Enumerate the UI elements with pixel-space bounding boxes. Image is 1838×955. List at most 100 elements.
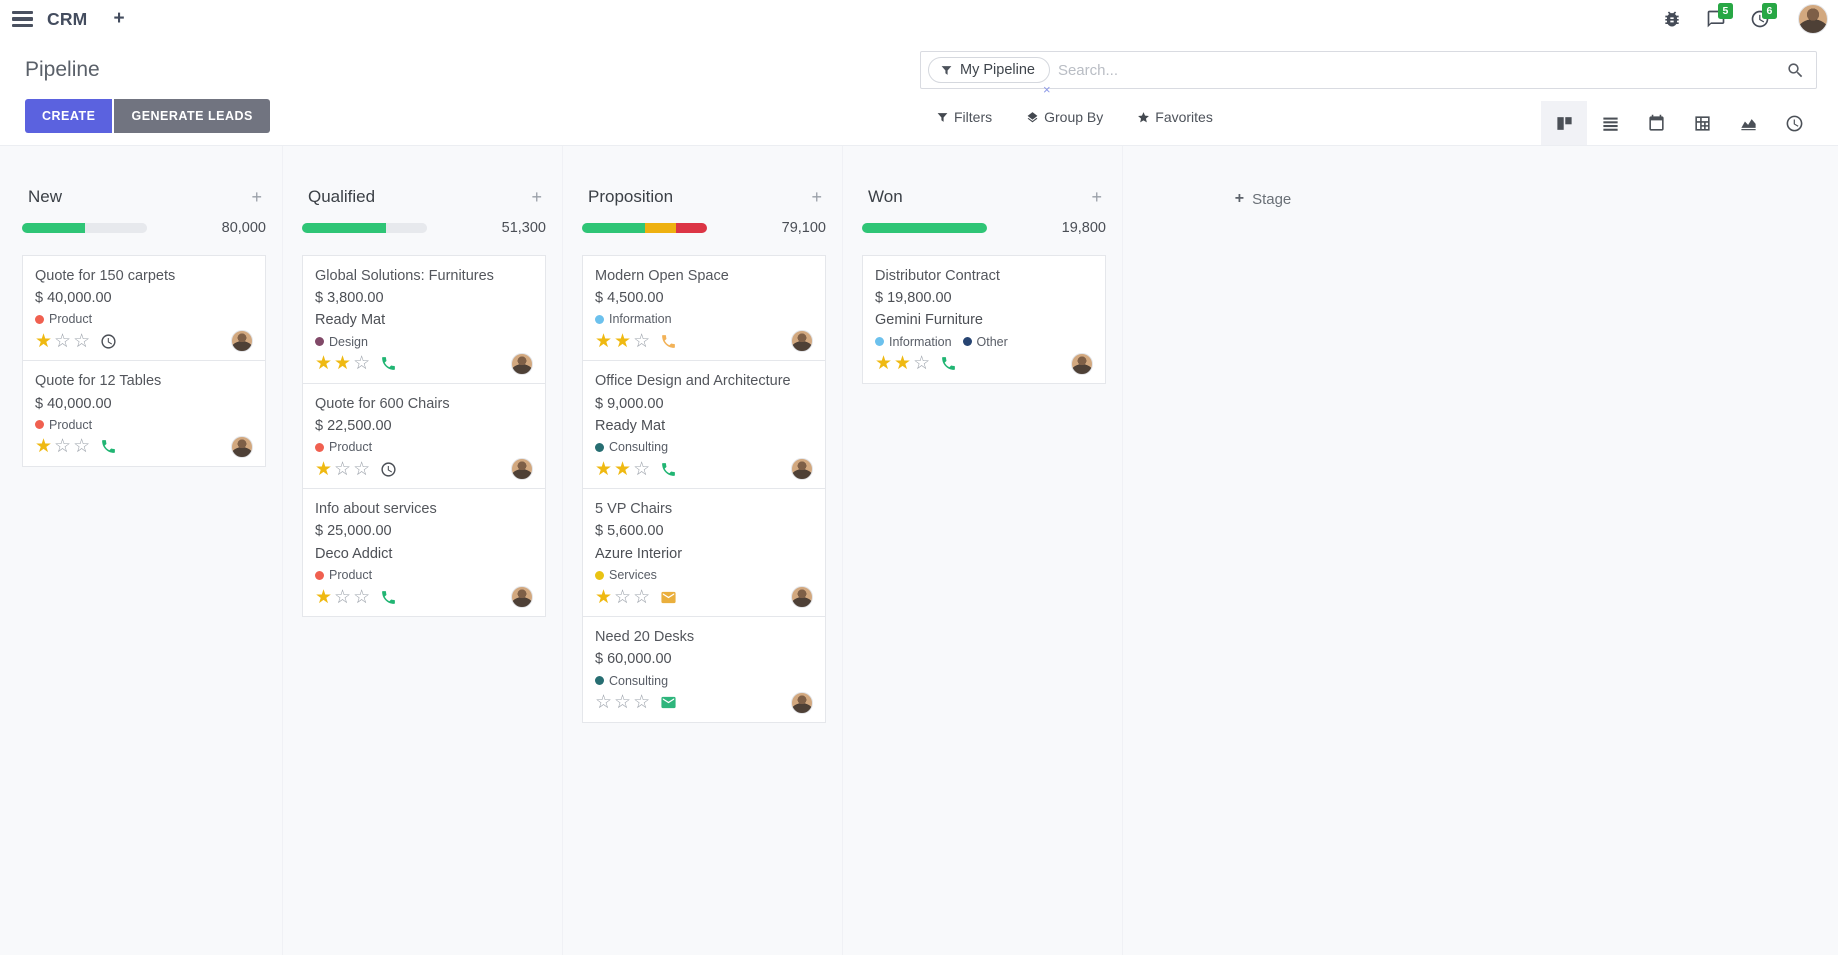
calendar-view-button[interactable] bbox=[1633, 101, 1679, 145]
salesperson-avatar[interactable] bbox=[1071, 352, 1093, 375]
phone-icon[interactable] bbox=[380, 355, 397, 372]
star-filled-icon[interactable]: ★ bbox=[315, 586, 335, 608]
pivot-view-button[interactable] bbox=[1679, 101, 1725, 145]
create-button[interactable]: CREATE bbox=[25, 99, 113, 133]
kanban-card[interactable]: Need 20 Desks $ 60,000.00 Consulting ☆☆☆ bbox=[582, 616, 826, 723]
star-empty-icon[interactable]: ☆ bbox=[614, 586, 634, 608]
column-title[interactable]: Proposition bbox=[588, 187, 674, 206]
add-stage-button[interactable]: + Stage bbox=[1235, 190, 1292, 208]
group-by-menu[interactable]: Group By bbox=[1026, 109, 1103, 125]
column-title[interactable]: New bbox=[28, 187, 63, 206]
star-empty-icon[interactable]: ☆ bbox=[73, 330, 93, 352]
column-quick-add-icon[interactable]: + bbox=[1091, 187, 1102, 207]
add-icon[interactable]: + bbox=[113, 8, 125, 29]
star-filled-icon[interactable]: ★ bbox=[595, 458, 615, 480]
envelope-icon[interactable] bbox=[660, 589, 677, 606]
phone-icon[interactable] bbox=[660, 461, 677, 478]
star-filled-icon[interactable]: ★ bbox=[614, 458, 634, 480]
graph-view-button[interactable] bbox=[1725, 101, 1771, 145]
priority-stars[interactable]: ★☆☆ bbox=[315, 588, 372, 607]
priority-stars[interactable]: ★★☆ bbox=[595, 460, 652, 479]
column-quick-add-icon[interactable]: + bbox=[531, 187, 542, 207]
app-name[interactable]: CRM bbox=[47, 8, 88, 29]
star-empty-icon[interactable]: ☆ bbox=[353, 353, 373, 375]
column-title[interactable]: Won bbox=[868, 187, 903, 206]
star-empty-icon[interactable]: ☆ bbox=[595, 692, 615, 714]
filters-menu[interactable]: Filters bbox=[936, 109, 992, 125]
priority-stars[interactable]: ★☆☆ bbox=[315, 460, 372, 479]
priority-stars[interactable]: ★★☆ bbox=[875, 354, 932, 373]
kanban-card[interactable]: Quote for 150 carpets $ 40,000.00 Produc… bbox=[22, 255, 266, 362]
salesperson-avatar[interactable] bbox=[511, 458, 533, 481]
activity-view-button[interactable] bbox=[1771, 101, 1817, 145]
salesperson-avatar[interactable] bbox=[791, 458, 813, 481]
envelope-icon[interactable] bbox=[660, 694, 677, 711]
kanban-card[interactable]: Info about services $ 25,000.00 Deco Add… bbox=[302, 488, 546, 618]
messages-icon[interactable]: 5 bbox=[1706, 3, 1733, 29]
salesperson-avatar[interactable] bbox=[511, 352, 533, 375]
salesperson-avatar[interactable] bbox=[791, 586, 813, 609]
kanban-card[interactable]: 5 VP Chairs $ 5,600.00 Azure Interior Se… bbox=[582, 488, 826, 618]
kanban-card[interactable]: Global Solutions: Furnitures $ 3,800.00 … bbox=[302, 255, 546, 384]
star-empty-icon[interactable]: ☆ bbox=[353, 586, 373, 608]
column-quick-add-icon[interactable]: + bbox=[251, 187, 262, 207]
user-avatar[interactable] bbox=[1798, 4, 1828, 34]
clock-icon[interactable] bbox=[380, 461, 397, 478]
column-progressbar[interactable] bbox=[862, 223, 987, 233]
salesperson-avatar[interactable] bbox=[791, 330, 813, 353]
search-bar[interactable]: My Pipeline × bbox=[920, 51, 1817, 97]
star-filled-icon[interactable]: ★ bbox=[875, 353, 895, 375]
star-empty-icon[interactable]: ☆ bbox=[353, 458, 373, 480]
priority-stars[interactable]: ★☆☆ bbox=[595, 588, 652, 607]
phone-icon[interactable] bbox=[100, 438, 117, 455]
column-progressbar[interactable] bbox=[582, 223, 707, 233]
priority-stars[interactable]: ★★☆ bbox=[595, 332, 652, 351]
generate-leads-button[interactable]: GENERATE LEADS bbox=[114, 99, 270, 133]
salesperson-avatar[interactable] bbox=[231, 435, 253, 458]
search-icon[interactable] bbox=[1786, 61, 1805, 80]
phone-icon[interactable] bbox=[940, 355, 957, 372]
star-filled-icon[interactable]: ★ bbox=[35, 330, 55, 352]
column-progressbar[interactable] bbox=[302, 223, 427, 233]
salesperson-avatar[interactable] bbox=[511, 586, 533, 609]
kanban-view-button[interactable] bbox=[1541, 101, 1587, 145]
clock-icon[interactable] bbox=[100, 333, 117, 350]
priority-stars[interactable]: ★☆☆ bbox=[35, 332, 92, 351]
star-empty-icon[interactable]: ☆ bbox=[334, 458, 354, 480]
search-facet[interactable]: My Pipeline bbox=[928, 57, 1050, 83]
search-input[interactable] bbox=[1057, 61, 1776, 79]
star-empty-icon[interactable]: ☆ bbox=[633, 586, 653, 608]
phone-icon[interactable] bbox=[660, 333, 677, 350]
salesperson-avatar[interactable] bbox=[231, 330, 253, 353]
debug-bug-icon[interactable] bbox=[1662, 9, 1682, 29]
phone-icon[interactable] bbox=[380, 589, 397, 606]
star-filled-icon[interactable]: ★ bbox=[315, 353, 335, 375]
star-filled-icon[interactable]: ★ bbox=[334, 353, 354, 375]
star-filled-icon[interactable]: ★ bbox=[894, 353, 914, 375]
star-empty-icon[interactable]: ☆ bbox=[54, 436, 74, 458]
column-title[interactable]: Qualified bbox=[308, 187, 376, 206]
priority-stars[interactable]: ★☆☆ bbox=[35, 437, 92, 456]
star-filled-icon[interactable]: ★ bbox=[614, 330, 634, 352]
star-filled-icon[interactable]: ★ bbox=[595, 330, 615, 352]
star-empty-icon[interactable]: ☆ bbox=[334, 586, 354, 608]
salesperson-avatar[interactable] bbox=[791, 691, 813, 714]
star-empty-icon[interactable]: ☆ bbox=[54, 330, 74, 352]
priority-stars[interactable]: ★★☆ bbox=[315, 354, 372, 373]
star-filled-icon[interactable]: ★ bbox=[35, 436, 55, 458]
kanban-card[interactable]: Distributor Contract $ 19,800.00 Gemini … bbox=[862, 255, 1106, 384]
apps-menu-icon[interactable] bbox=[12, 10, 33, 28]
kanban-card[interactable]: Office Design and Architecture $ 9,000.0… bbox=[582, 360, 826, 490]
priority-stars[interactable]: ☆☆☆ bbox=[595, 693, 652, 712]
kanban-card[interactable]: Modern Open Space $ 4,500.00 Information… bbox=[582, 255, 826, 362]
star-empty-icon[interactable]: ☆ bbox=[633, 692, 653, 714]
star-empty-icon[interactable]: ☆ bbox=[633, 330, 653, 352]
star-filled-icon[interactable]: ★ bbox=[315, 458, 335, 480]
favorites-menu[interactable]: Favorites bbox=[1137, 109, 1213, 125]
kanban-card[interactable]: Quote for 12 Tables $ 40,000.00 Product … bbox=[22, 360, 266, 467]
kanban-card[interactable]: Quote for 600 Chairs $ 22,500.00 Product… bbox=[302, 382, 546, 490]
star-filled-icon[interactable]: ★ bbox=[595, 586, 615, 608]
star-empty-icon[interactable]: ☆ bbox=[633, 458, 653, 480]
star-empty-icon[interactable]: ☆ bbox=[73, 436, 93, 458]
list-view-button[interactable] bbox=[1587, 101, 1633, 145]
